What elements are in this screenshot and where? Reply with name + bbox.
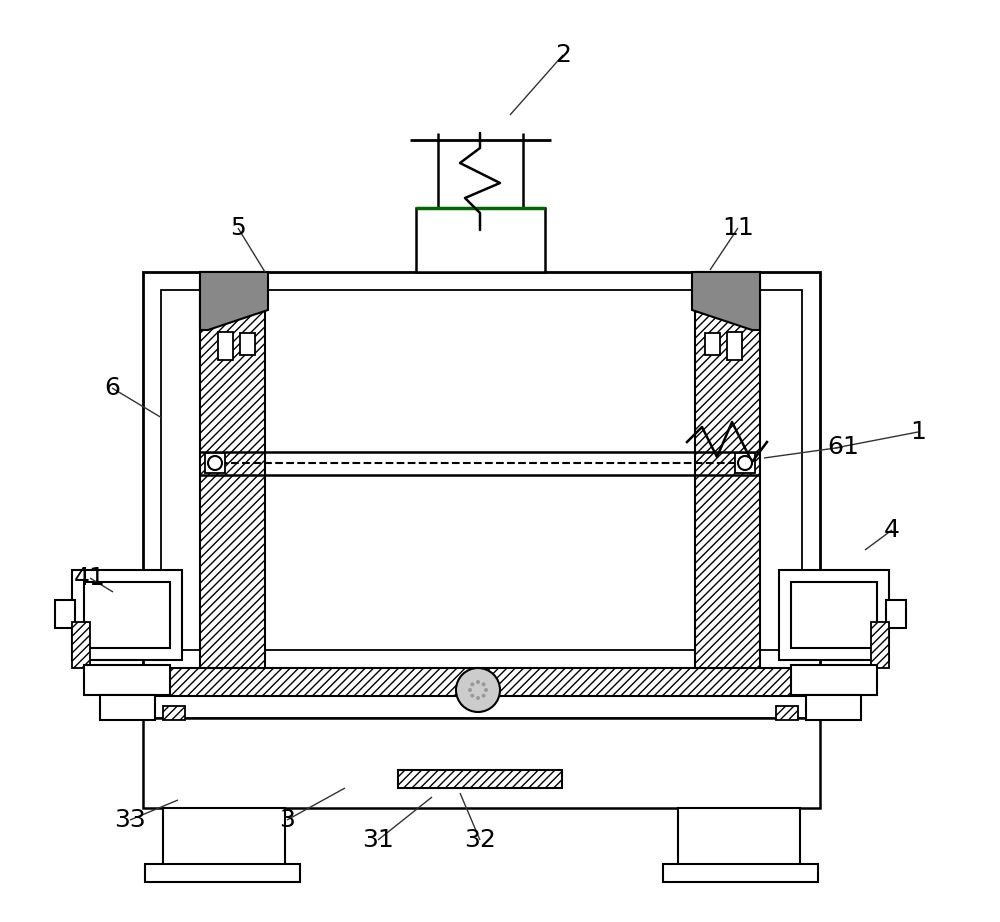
Bar [161,290,802,650]
Bar [678,808,800,868]
Bar [791,582,877,648]
Bar [398,770,562,788]
Bar [205,453,225,473]
Text: 32: 32 [464,828,496,852]
Text: 41: 41 [74,566,106,590]
Text: 11: 11 [722,216,754,240]
Circle shape [482,682,486,686]
Text: 33: 33 [114,808,146,832]
Bar [55,600,75,628]
Bar [143,718,820,808]
Bar [871,622,889,668]
Text: 5: 5 [230,216,246,240]
Bar [163,808,285,868]
Bar [663,864,818,882]
Bar [695,272,760,668]
Bar [72,622,90,668]
Bar [143,272,820,668]
Bar [218,332,233,360]
Bar [776,706,798,720]
Bar [705,333,720,355]
Circle shape [470,682,474,686]
Text: 31: 31 [362,828,394,852]
Circle shape [208,456,222,470]
Polygon shape [200,272,268,330]
Bar [791,665,877,695]
Bar [200,272,265,668]
Text: 1: 1 [910,420,926,444]
Text: 61: 61 [827,435,859,459]
Bar [72,570,182,660]
Bar [727,332,742,360]
Polygon shape [692,272,760,330]
Text: 6: 6 [104,376,120,400]
Bar [735,453,755,473]
Circle shape [468,688,472,692]
Bar [143,668,820,696]
Bar [145,864,300,882]
Circle shape [484,688,488,692]
Bar [779,570,889,660]
Bar [416,208,545,272]
Bar [240,333,255,355]
Bar [143,668,820,718]
Text: 4: 4 [884,518,900,542]
Circle shape [738,456,752,470]
Text: 2: 2 [555,43,571,67]
Bar [84,582,170,648]
Bar [886,600,906,628]
Circle shape [482,693,486,698]
Circle shape [456,668,500,712]
Bar [163,706,185,720]
Bar [84,665,170,695]
Circle shape [476,696,480,700]
Text: 3: 3 [279,808,295,832]
Circle shape [476,680,480,684]
Circle shape [470,693,474,698]
Bar [100,695,155,720]
Bar [806,695,861,720]
